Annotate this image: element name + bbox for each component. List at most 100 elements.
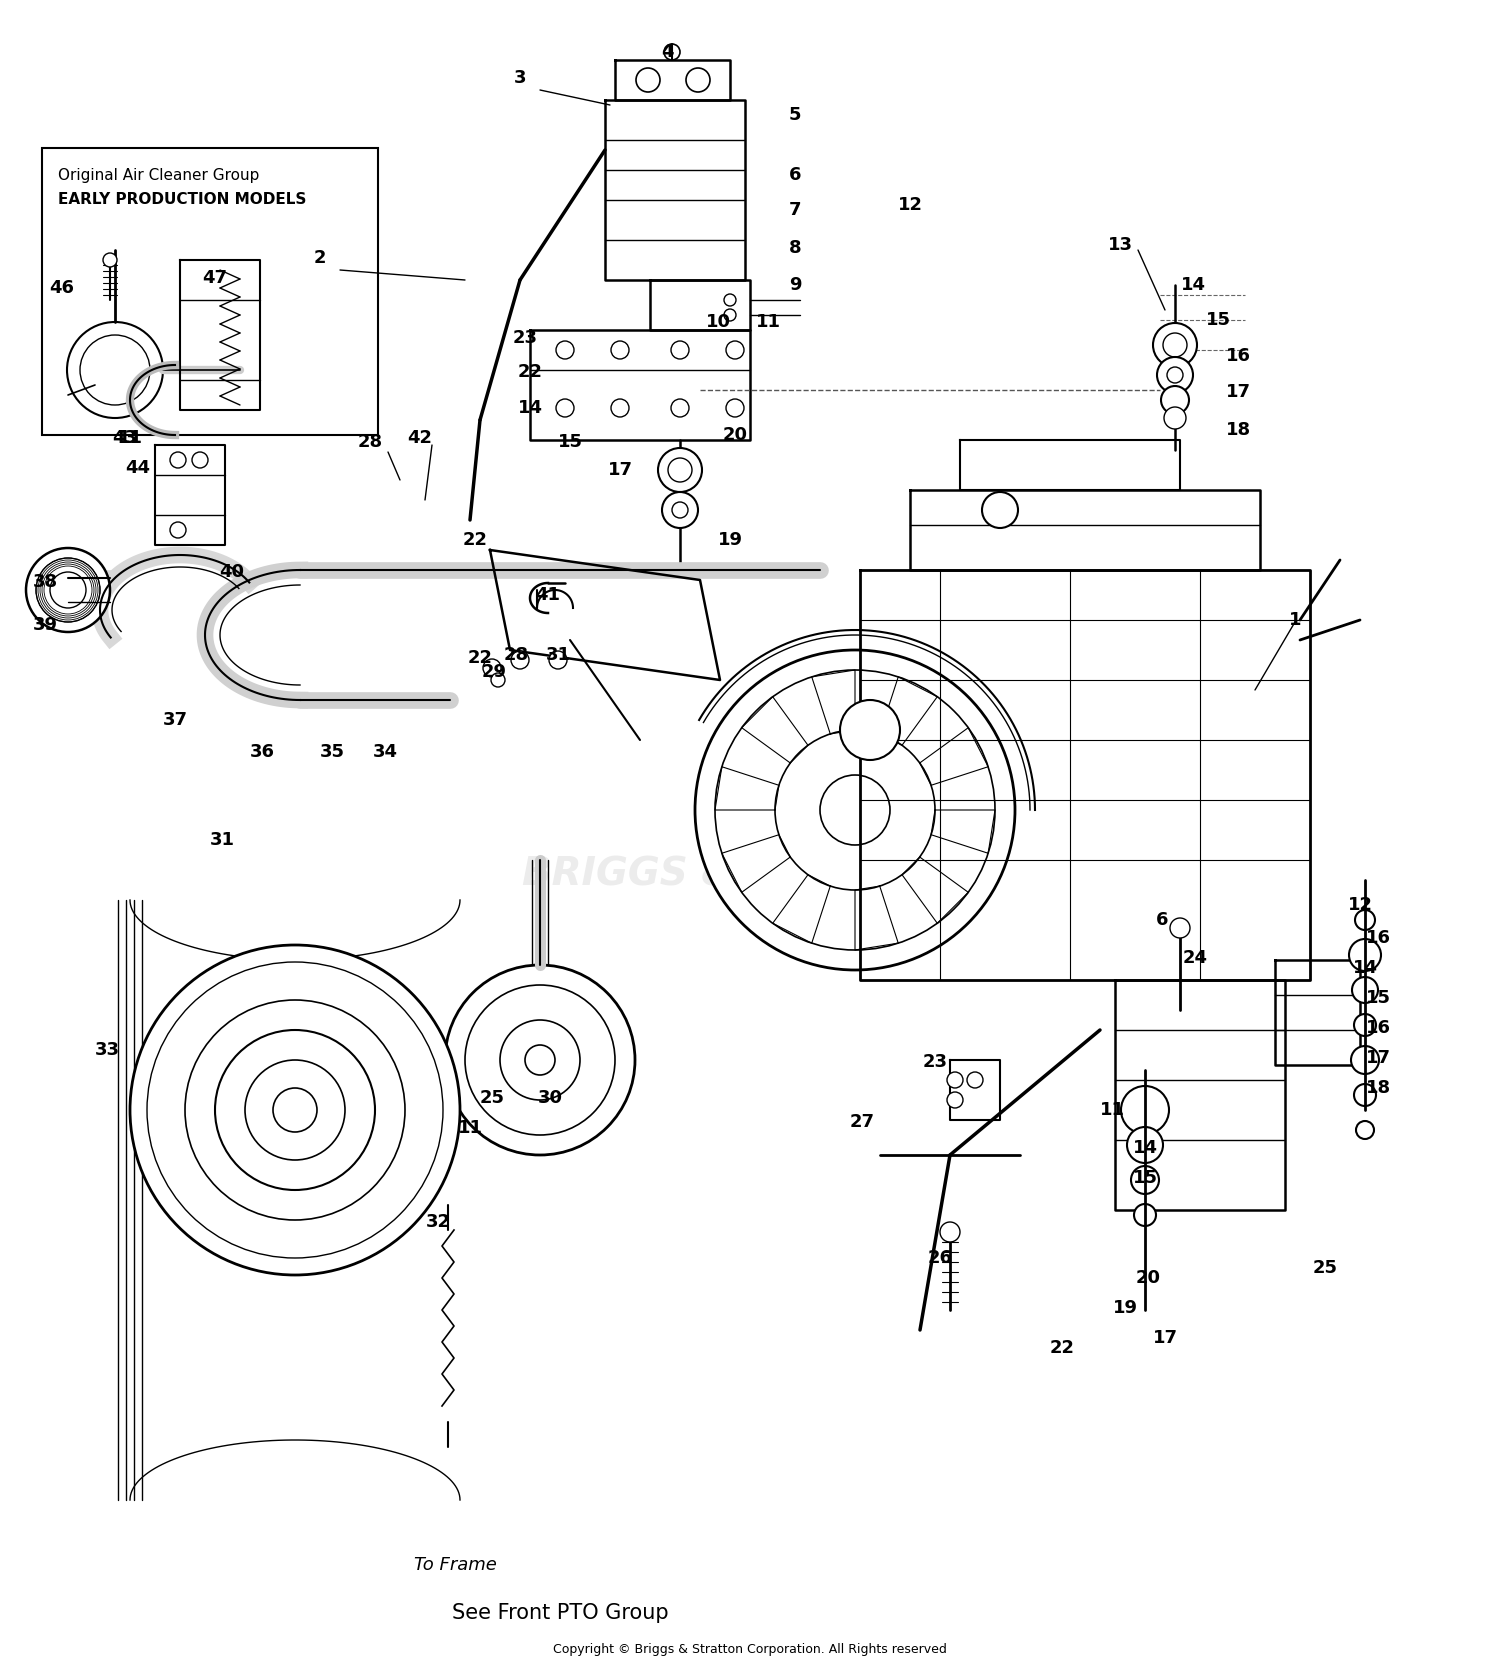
Circle shape (946, 1073, 963, 1088)
Text: Copyright © Briggs & Stratton Corporation. All Rights reserved: Copyright © Briggs & Stratton Corporatio… (554, 1644, 946, 1656)
Circle shape (662, 491, 698, 528)
Circle shape (636, 69, 660, 92)
Circle shape (694, 650, 1016, 969)
Text: 43: 43 (112, 429, 138, 448)
Text: 23: 23 (922, 1053, 948, 1071)
Circle shape (525, 1044, 555, 1074)
Text: 8: 8 (789, 239, 801, 257)
Circle shape (658, 448, 702, 491)
Circle shape (170, 451, 186, 468)
Circle shape (1161, 386, 1190, 414)
Circle shape (1352, 978, 1378, 1003)
Circle shape (610, 341, 628, 359)
Text: 11: 11 (756, 312, 780, 331)
Circle shape (104, 252, 117, 267)
Text: 5: 5 (789, 105, 801, 124)
Text: 11: 11 (1100, 1101, 1125, 1120)
Text: 13: 13 (1107, 236, 1132, 254)
Circle shape (1167, 368, 1184, 383)
Text: 7: 7 (789, 201, 801, 219)
Text: 44: 44 (126, 460, 150, 476)
Text: 31: 31 (210, 830, 234, 849)
Text: 12: 12 (897, 196, 922, 214)
Text: 17: 17 (1152, 1328, 1178, 1347)
Text: 6: 6 (789, 165, 801, 184)
Text: 2: 2 (314, 249, 327, 267)
Text: 40: 40 (219, 563, 245, 582)
Text: BRIGGS & STRATTON: BRIGGS & STRATTON (522, 856, 978, 894)
Circle shape (716, 670, 994, 951)
Text: 14: 14 (1132, 1140, 1158, 1156)
Circle shape (184, 999, 405, 1220)
Circle shape (130, 946, 460, 1275)
Circle shape (1134, 1205, 1156, 1227)
Text: 22: 22 (468, 648, 492, 667)
Circle shape (26, 548, 109, 632)
Text: 16: 16 (1226, 348, 1251, 364)
Text: EARLY PRODUCTION MODELS: EARLY PRODUCTION MODELS (58, 192, 306, 207)
Text: 25: 25 (480, 1089, 504, 1106)
Text: 19: 19 (1113, 1298, 1137, 1317)
Circle shape (610, 399, 628, 418)
Circle shape (1164, 408, 1186, 429)
Text: 42: 42 (408, 429, 432, 448)
Circle shape (1156, 358, 1192, 393)
Circle shape (1131, 1166, 1160, 1195)
Text: 30: 30 (537, 1089, 562, 1106)
Circle shape (840, 700, 900, 760)
Circle shape (556, 341, 574, 359)
Circle shape (686, 69, 709, 92)
Circle shape (1354, 911, 1376, 931)
Text: 23: 23 (513, 329, 537, 348)
Circle shape (1120, 1086, 1168, 1135)
Text: 14: 14 (1180, 276, 1206, 294)
Text: 27: 27 (849, 1113, 874, 1131)
Text: 38: 38 (33, 573, 57, 592)
Circle shape (170, 521, 186, 538)
Text: 16: 16 (1365, 1019, 1390, 1038)
Text: 34: 34 (372, 744, 398, 760)
Circle shape (1352, 1046, 1378, 1074)
Circle shape (50, 571, 86, 608)
Circle shape (147, 962, 442, 1258)
Text: 25: 25 (1312, 1258, 1338, 1277)
Text: 47: 47 (202, 269, 228, 287)
Text: 4: 4 (660, 43, 674, 62)
Text: 32: 32 (426, 1213, 450, 1232)
Circle shape (214, 1029, 375, 1190)
Circle shape (946, 1093, 963, 1108)
Circle shape (80, 334, 150, 404)
Circle shape (968, 1073, 982, 1088)
Circle shape (726, 341, 744, 359)
Circle shape (500, 1019, 580, 1100)
Circle shape (664, 43, 680, 60)
Circle shape (940, 1222, 960, 1242)
Circle shape (1126, 1126, 1162, 1163)
Text: 24: 24 (1182, 949, 1208, 968)
Circle shape (1348, 939, 1382, 971)
Text: 14: 14 (518, 399, 543, 418)
Text: 17: 17 (1365, 1049, 1390, 1068)
Circle shape (670, 341, 688, 359)
Circle shape (1162, 333, 1186, 358)
Text: 31: 31 (546, 647, 570, 663)
Text: 15: 15 (1132, 1170, 1158, 1186)
Circle shape (192, 451, 208, 468)
Circle shape (776, 730, 934, 891)
Circle shape (982, 491, 1018, 528)
Circle shape (726, 399, 744, 418)
Circle shape (670, 399, 688, 418)
Circle shape (668, 458, 692, 481)
Circle shape (724, 294, 736, 306)
Text: 15: 15 (558, 433, 582, 451)
Circle shape (1154, 323, 1197, 368)
Circle shape (1170, 917, 1190, 937)
Text: 6: 6 (1155, 911, 1168, 929)
Text: 36: 36 (249, 744, 274, 760)
Text: 18: 18 (1365, 1079, 1390, 1096)
Text: 20: 20 (723, 426, 747, 444)
Text: 22: 22 (462, 531, 488, 550)
Circle shape (724, 309, 736, 321)
Text: 26: 26 (927, 1248, 952, 1267)
Circle shape (273, 1088, 316, 1131)
